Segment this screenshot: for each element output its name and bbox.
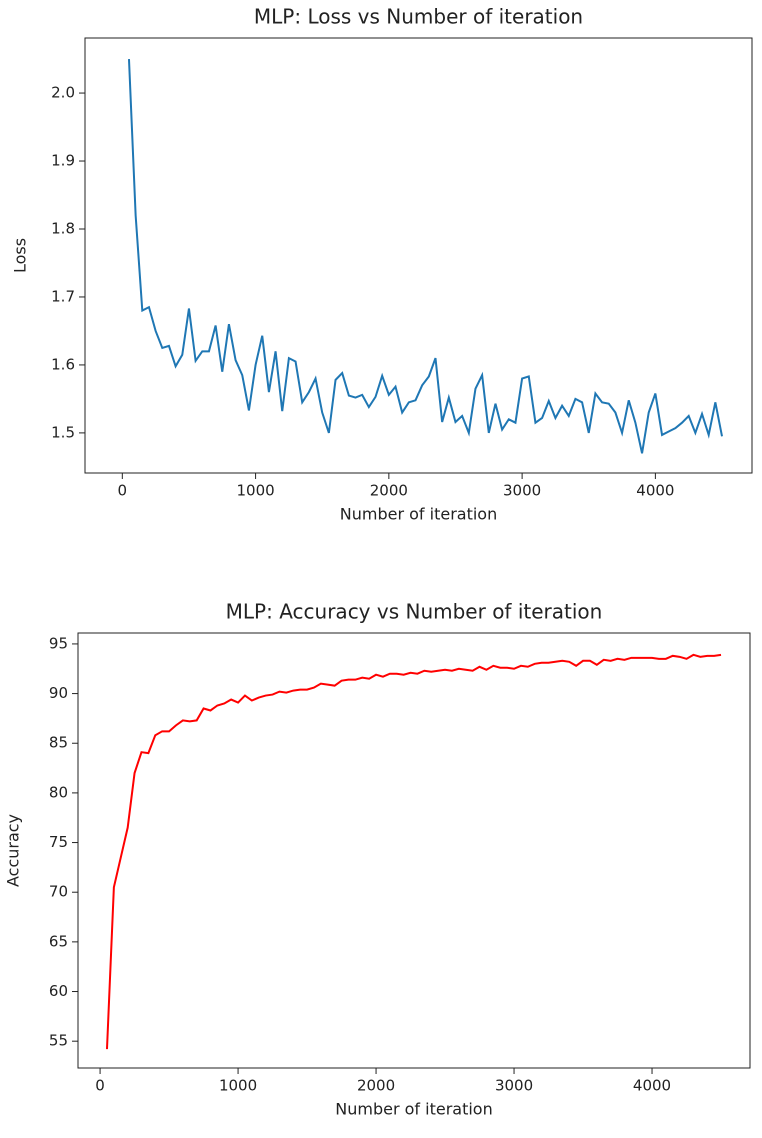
x-axis-label: Number of iteration xyxy=(335,1100,492,1119)
x-tick-label: 1000 xyxy=(236,482,274,500)
y-tick-label: 1.8 xyxy=(51,219,75,237)
x-axis-label: Number of iteration xyxy=(340,505,497,524)
x-tick-label: 2000 xyxy=(370,482,408,500)
y-tick-label: 80 xyxy=(49,783,68,801)
y-tick-label: 1.9 xyxy=(51,152,75,170)
x-tick-label: 3000 xyxy=(503,482,541,500)
plot-area xyxy=(77,632,751,1069)
y-tick-label: 90 xyxy=(49,684,68,702)
data-line xyxy=(127,59,723,454)
data-line xyxy=(105,653,722,1050)
x-tick-label: 0 xyxy=(95,1077,105,1095)
x-tick-label: 4000 xyxy=(633,1077,671,1095)
chart-title: MLP: Accuracy vs Number of iteration xyxy=(226,600,603,624)
y-tick-label: 1.5 xyxy=(51,423,75,441)
y-tick-label: 70 xyxy=(49,883,68,901)
chart-title: MLP: Loss vs Number of iteration xyxy=(254,5,583,29)
y-axis-label: Loss xyxy=(11,238,30,273)
y-tick-label: 1.7 xyxy=(51,287,75,305)
x-tick-label: 2000 xyxy=(357,1077,395,1095)
y-tick-label: 55 xyxy=(49,1032,68,1050)
y-tick-label: 65 xyxy=(49,932,68,950)
x-tick-label: 1000 xyxy=(219,1077,257,1095)
y-tick-label: 60 xyxy=(49,982,68,1000)
y-axis-label: Accuracy xyxy=(4,814,23,887)
x-tick-label: 3000 xyxy=(495,1077,533,1095)
x-tick-label: 4000 xyxy=(636,482,674,500)
y-tick-label: 75 xyxy=(49,833,68,851)
x-tick-label: 0 xyxy=(118,482,128,500)
y-tick-label: 2.0 xyxy=(51,84,75,102)
y-tick-label: 95 xyxy=(49,634,68,652)
y-tick-label: 85 xyxy=(49,734,68,752)
y-tick-label: 1.6 xyxy=(51,355,75,373)
plot-area xyxy=(84,37,753,474)
